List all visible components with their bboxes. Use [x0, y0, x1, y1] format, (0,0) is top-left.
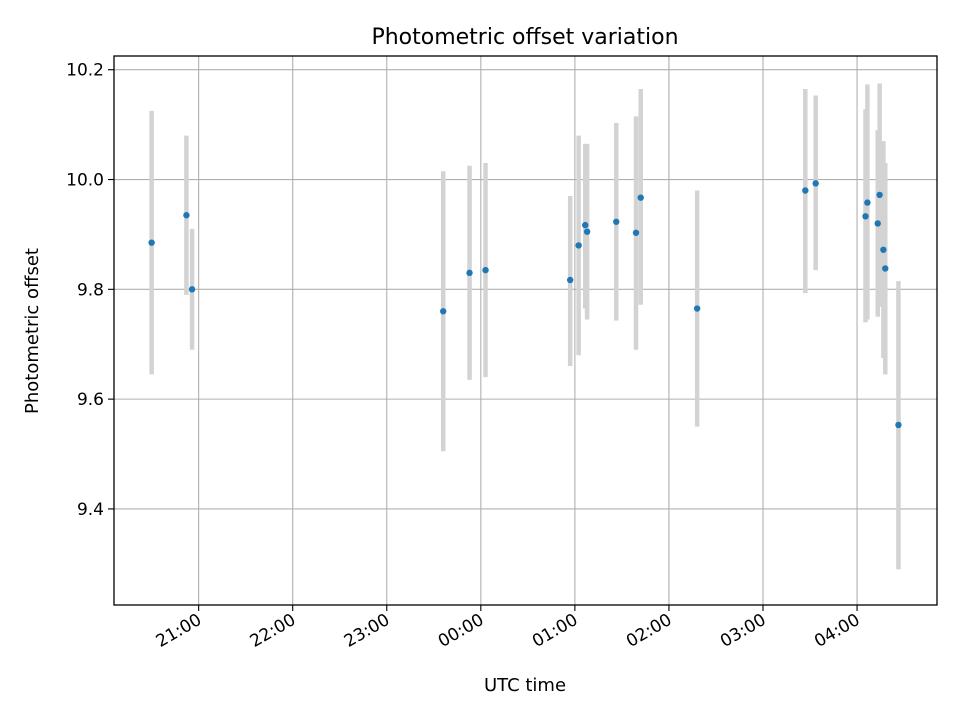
- data-point: [812, 180, 819, 187]
- data-point: [862, 213, 869, 220]
- data-point: [583, 228, 591, 235]
- data-point: [188, 286, 196, 293]
- plot-frame: [113, 55, 938, 606]
- data-point: [482, 266, 489, 274]
- x-axis-label: UTC time: [484, 675, 566, 696]
- y-axis: 9.4 9.6 9.8 10.0 10.2: [66, 61, 114, 520]
- data-point: [575, 242, 582, 249]
- y-tick-label: 9.6: [77, 390, 104, 410]
- data-point: [802, 187, 809, 194]
- data-point: [895, 421, 902, 429]
- data-point: [466, 269, 473, 277]
- y-tick-label: 9.4: [77, 500, 104, 520]
- data-point: [582, 221, 589, 229]
- data-point: [880, 246, 887, 253]
- data-point: [876, 191, 883, 199]
- grid: [114, 56, 937, 605]
- data-point: [148, 239, 155, 246]
- data-point: [566, 276, 574, 284]
- y-axis-label: Photometric offset: [22, 248, 43, 414]
- data-points: [148, 180, 902, 429]
- y-tick-label: 10.0: [66, 171, 104, 191]
- data-point: [613, 218, 620, 225]
- y-tick-label: 9.8: [77, 280, 104, 300]
- data-point: [440, 308, 447, 315]
- data-point: [693, 305, 701, 312]
- data-point: [632, 229, 640, 236]
- data-point: [183, 212, 190, 219]
- data-point: [874, 220, 881, 227]
- chart-title: Photometric offset variation: [371, 25, 678, 50]
- data-point: [637, 194, 644, 201]
- y-tick-label: 10.2: [66, 61, 104, 81]
- data-point: [864, 199, 871, 206]
- data-point: [882, 265, 889, 272]
